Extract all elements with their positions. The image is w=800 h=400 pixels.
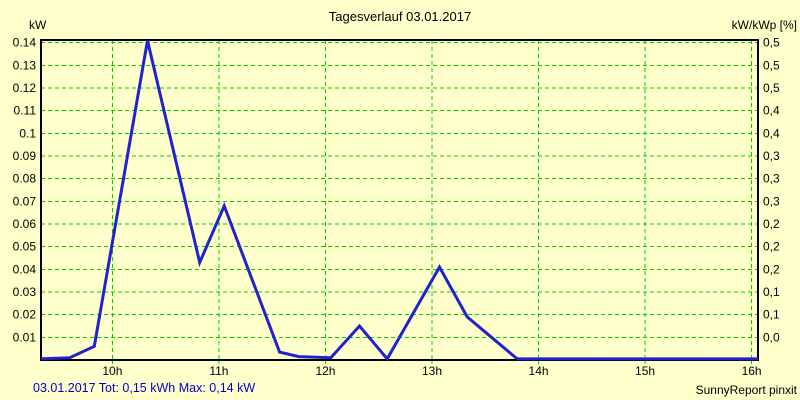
right-axis-tick-label: 0,4 — [763, 104, 780, 118]
left-axis-tick-label: 0.01 — [13, 330, 37, 344]
x-axis-tick-label: 15h — [635, 364, 655, 378]
left-axis-unit-label: kW — [29, 18, 47, 32]
chart-title: Tagesverlauf 03.01.2017 — [328, 9, 472, 24]
left-axis-tick-label: 0.1 — [19, 126, 36, 140]
right-axis-tick-label: 0,2 — [763, 262, 780, 276]
right-axis-tick-label: 0,5 — [763, 58, 780, 72]
right-axis-tick-label: 0,0 — [763, 330, 780, 344]
left-axis-tick-label: 0.02 — [13, 308, 37, 322]
right-axis-tick-label: 0,2 — [763, 240, 780, 254]
left-axis-tick-label: 0.06 — [13, 217, 37, 231]
right-axis-tick-label: 0,1 — [763, 285, 780, 299]
power-series-line — [40, 40, 758, 362]
left-axis-tick-label: 0.14 — [13, 36, 37, 50]
left-axis-tick-label: 0.07 — [13, 194, 37, 208]
x-axis-tick-label: 16h — [742, 364, 762, 378]
left-axis-tick-label: 0.13 — [13, 58, 37, 72]
left-axis-tick-label: 0.03 — [13, 285, 37, 299]
x-axis-tick-label: 11h — [209, 364, 228, 378]
left-axis-tick-label: 0.09 — [13, 149, 37, 163]
app-credit-text: SunnyReport pinxit — [695, 383, 797, 397]
right-axis-tick-label: 0,3 — [763, 149, 780, 163]
plot-border — [40, 39, 759, 361]
right-axis-tick-label: 0,3 — [763, 172, 780, 186]
right-axis-tick-label: 0,3 — [763, 194, 780, 208]
left-axis-tick-label: 0.04 — [13, 262, 37, 276]
right-axis-unit-label: kW/kWp [%] — [731, 18, 797, 32]
left-axis-tick-label: 0.11 — [14, 104, 37, 118]
daily-summary-text: 03.01.2017 Tot: 0,15 kWh Max: 0,14 kW — [33, 381, 256, 395]
left-axis-tick-label: 0.12 — [13, 81, 37, 95]
left-axis-tick-label: 0.08 — [13, 172, 37, 186]
x-axis-tick-label: 12h — [315, 364, 335, 378]
x-axis-tick-label: 10h — [102, 364, 122, 378]
right-axis-tick-label: 0,5 — [763, 81, 780, 95]
x-axis-tick-label: 14h — [529, 364, 549, 378]
right-axis-tick-label: 0,5 — [763, 36, 780, 50]
right-axis-tick-label: 0,1 — [763, 308, 780, 322]
left-axis-tick-label: 0.05 — [13, 240, 37, 254]
right-axis-tick-label: 0,2 — [763, 217, 780, 231]
x-axis-tick-label: 13h — [422, 364, 442, 378]
right-axis-tick-label: 0,4 — [763, 126, 780, 140]
